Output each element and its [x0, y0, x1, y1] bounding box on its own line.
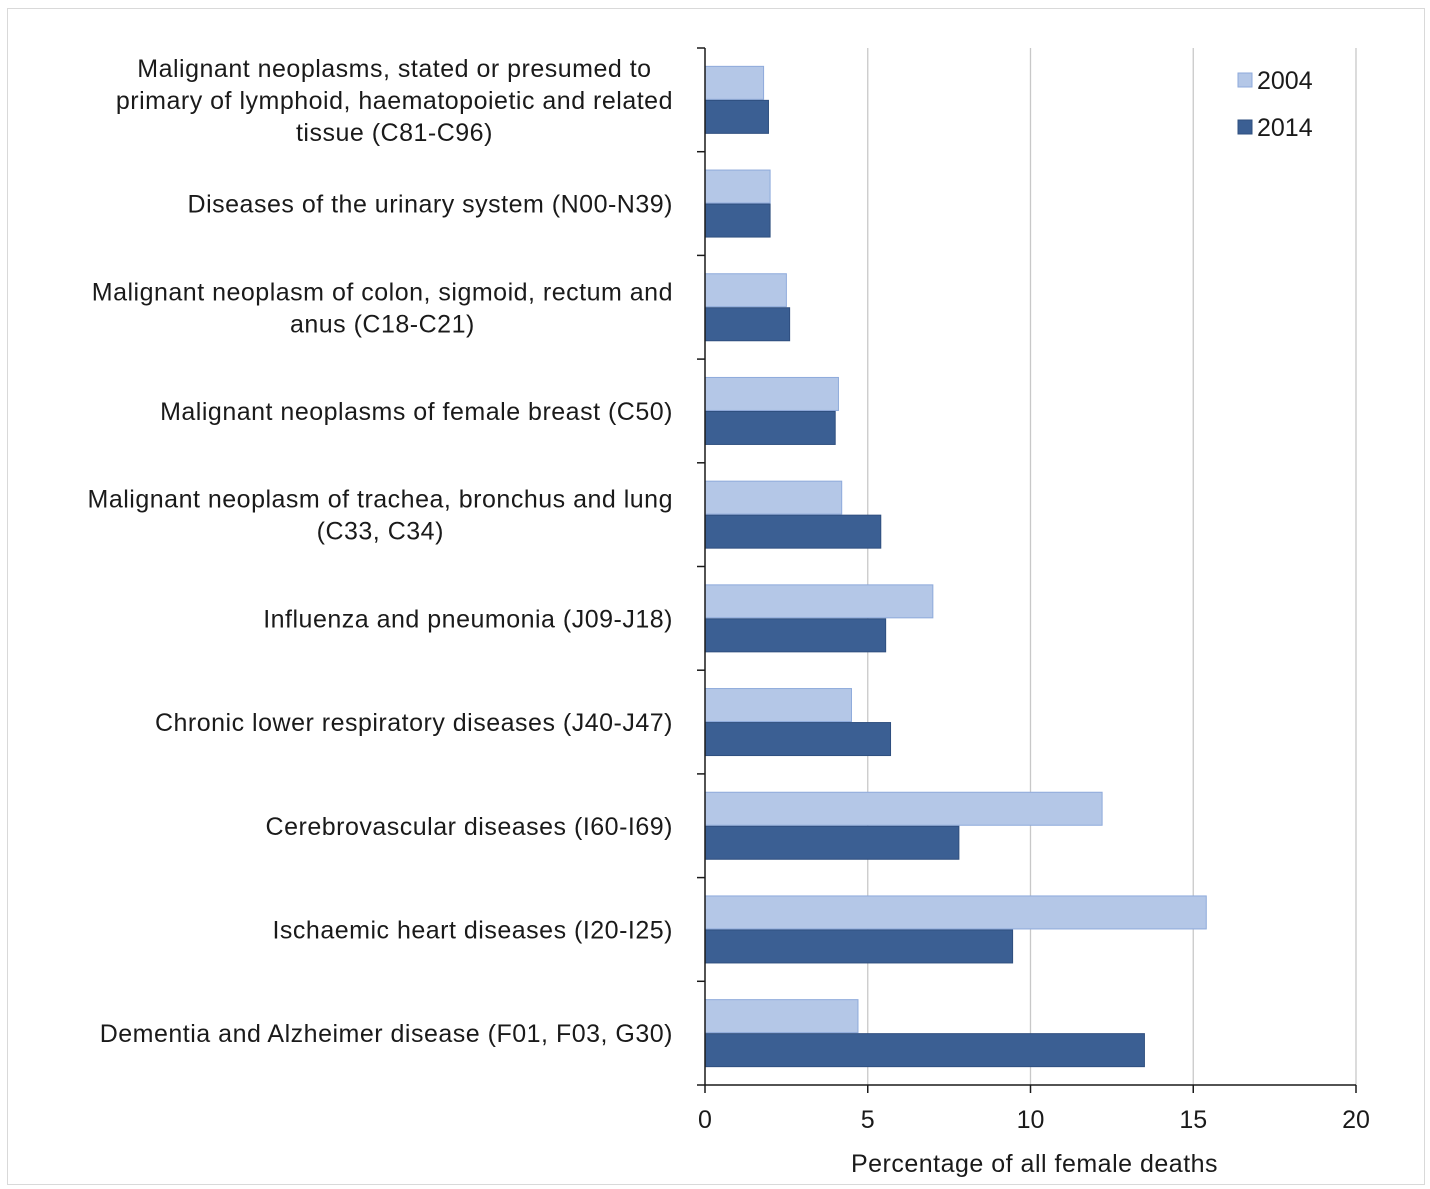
x-axis-title: Percentage of all female deaths — [851, 1150, 1218, 1178]
bar-2004-0 — [704, 65, 765, 100]
bar-2014-6 — [704, 722, 892, 757]
bar-2014-3 — [704, 410, 836, 445]
x-tick-label: 0 — [698, 1106, 712, 1134]
category-label: Cerebrovascular diseases (I60-I69) — [266, 813, 673, 841]
x-tick-label: 15 — [1179, 1106, 1207, 1134]
legend-label-2014: 2014 — [1257, 114, 1313, 142]
category-label: Ischaemic heart diseases (I20-I25) — [272, 916, 673, 944]
bar-2014-9 — [704, 1033, 1145, 1068]
bar-2004-8 — [704, 895, 1207, 930]
category-label: Dementia and Alzheimer disease (F01, F03… — [100, 1020, 673, 1048]
category-label: Malignant neoplasm of colon, sigmoid, re… — [92, 278, 673, 338]
legend-label-2004: 2004 — [1257, 67, 1313, 95]
bar-2004-7 — [704, 791, 1103, 826]
bar-2004-5 — [704, 584, 934, 619]
category-label: Malignant neoplasm of trachea, bronchus … — [88, 486, 673, 546]
bar-2014-7 — [704, 825, 960, 860]
bar-2004-3 — [704, 376, 839, 411]
bar-2004-1 — [704, 169, 771, 204]
legend-swatch-2014 — [1237, 119, 1253, 135]
bar-2004-4 — [704, 480, 843, 515]
bar-2014-5 — [704, 618, 887, 653]
x-tick-label: 5 — [861, 1106, 875, 1134]
bar-2004-2 — [704, 273, 787, 308]
bar-2014-4 — [704, 514, 882, 549]
category-label: Influenza and pneumonia (J09-J18) — [263, 605, 673, 633]
bar-2004-6 — [704, 688, 852, 723]
category-label: Diseases of the urinary system (N00-N39) — [188, 191, 673, 219]
bar-2014-8 — [704, 929, 1014, 964]
x-tick-label: 20 — [1342, 1106, 1370, 1134]
category-label: Chronic lower respiratory diseases (J40-… — [155, 709, 673, 737]
category-label: Malignant neoplasms of female breast (C5… — [160, 398, 673, 426]
bar-2004-9 — [704, 999, 859, 1034]
bar-2014-0 — [704, 99, 769, 134]
x-tick-label: 10 — [1017, 1106, 1045, 1134]
bar-2014-1 — [704, 203, 771, 238]
category-label: Malignant neoplasms, stated or presumed … — [116, 55, 673, 147]
bar-2014-2 — [704, 307, 791, 342]
legend-swatch-2004 — [1237, 72, 1253, 88]
